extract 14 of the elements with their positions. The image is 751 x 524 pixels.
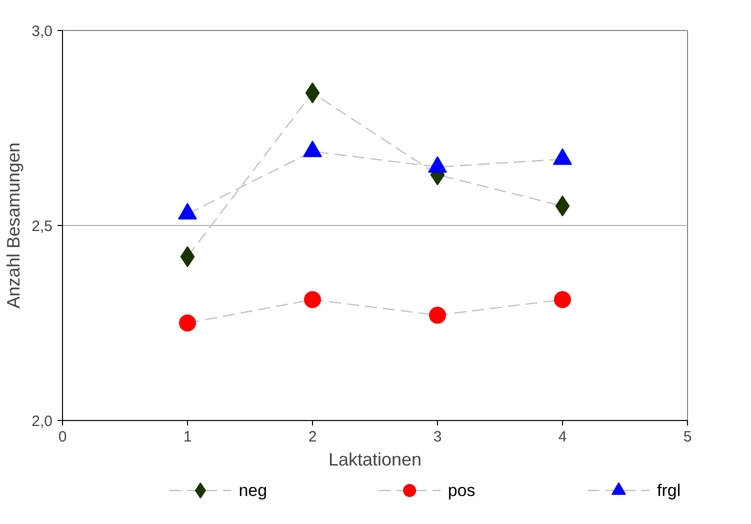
x-tick-label: 0 — [58, 428, 67, 446]
x-axis-title: Laktationen — [328, 450, 422, 470]
x-tick-label: 5 — [683, 428, 692, 446]
x-tick-label: 3 — [433, 428, 442, 446]
legend-label: neg — [238, 481, 268, 500]
x-tick-label: 2 — [308, 428, 317, 446]
y-tick-label: 3,0 — [32, 23, 53, 40]
legend-label: frgl — [656, 481, 681, 500]
legend-label: pos — [448, 481, 476, 500]
y-tick-label: 2,5 — [32, 218, 53, 235]
x-tick-label: 1 — [183, 428, 192, 446]
x-tick-label: 4 — [558, 428, 567, 446]
y-axis-title: Anzahl Besamungen — [4, 142, 24, 309]
y-tick-label: 2,0 — [32, 413, 53, 430]
